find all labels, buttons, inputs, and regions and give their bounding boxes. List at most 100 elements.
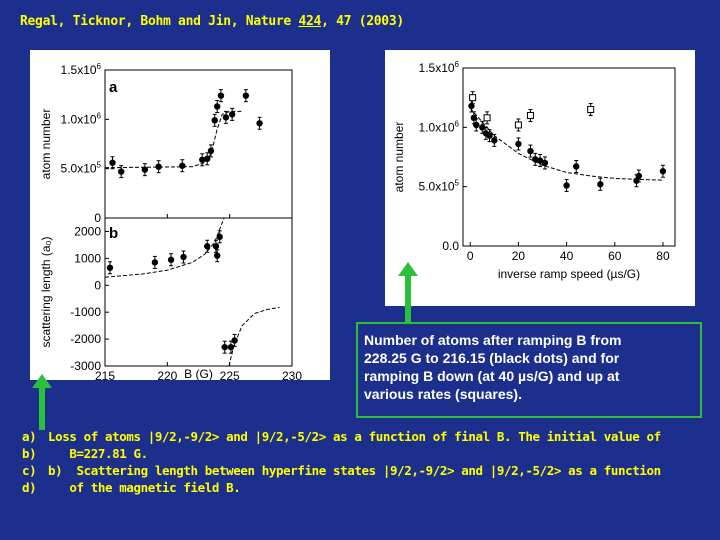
- chart-b-ytick-label: -2000: [70, 332, 101, 346]
- bottom-line: c) b) Scattering length between hyperfine…: [22, 462, 712, 479]
- chart-right-dot: [573, 163, 580, 170]
- chart-a-frame: [104, 69, 293, 219]
- chart-b-ytick-label: 1000: [74, 251, 101, 265]
- caption-line: various rates (squares).: [364, 386, 522, 402]
- chart-right-dot: [659, 168, 667, 175]
- figure-panel-right: 0.0 5.0x105 1.0x106 1.5x106 0 20 40 60 80 inverse…: [385, 50, 695, 306]
- chart-right-square: [469, 94, 477, 102]
- chart-right-dot: [563, 182, 570, 189]
- chart-b-ylabel: scattering length (a₀): [39, 236, 53, 347]
- chart-right-dot: [527, 147, 534, 155]
- chart-b-xtick-label: 230: [282, 369, 302, 380]
- chart-b-ytick-label: 2000: [74, 224, 101, 238]
- chart-right-ytick-label: 1.5x106: [419, 60, 460, 75]
- chart-right-dot: [541, 159, 549, 167]
- chart-a-point: [141, 166, 149, 173]
- chart-right-dot: [536, 157, 544, 164]
- bottom-line-text: Loss of atoms |9/2,-9/2> and |9/2,-5/2> …: [48, 429, 661, 444]
- chart-a-ytick-label: 0: [94, 211, 101, 225]
- chart-b-fit-line: [228, 306, 280, 367]
- caption-box: Number of atoms after ramping B from 228…: [356, 322, 702, 418]
- chart-a-ytick-label: 5.0x105: [61, 161, 102, 176]
- chart-b-xtick-label: 215: [95, 369, 115, 380]
- chart-right-xtick-label: 80: [656, 249, 670, 263]
- bottom-line-text: of the magnetic field B.: [48, 480, 241, 495]
- chart-right-xtick-label: 0: [467, 249, 474, 263]
- bottom-line-label: c): [22, 463, 37, 478]
- chart-b-point: [227, 343, 235, 351]
- chart-b-point: [180, 253, 187, 261]
- chart-right-dot: [473, 121, 480, 129]
- chart-right-dot: [532, 156, 539, 163]
- chart-b-ytick-label: -3000: [70, 359, 101, 373]
- chart-right-ytick-label: 0.0: [442, 239, 459, 253]
- chart-b-point: [221, 343, 228, 351]
- chart-right: 0.0 5.0x105 1.0x106 1.5x106 0 20 40 60 80 inverse…: [392, 60, 676, 281]
- chart-b-xlabel: B (G): [184, 367, 213, 380]
- chart-right-square: [514, 121, 522, 129]
- chart-right-dot: [479, 124, 486, 131]
- bottom-line-label: b): [22, 446, 37, 461]
- chart-a-ytick-label: 1.0x106: [61, 111, 102, 126]
- chart-a-point: [118, 168, 125, 175]
- bottom-caption: a) Loss of atoms |9/2,-9/2> and |9/2,-5/2…: [22, 428, 712, 496]
- chart-a-point: [217, 92, 225, 99]
- chart-right-ylabel: atom number: [392, 122, 406, 193]
- chart-b-ytick-label: 0: [94, 278, 101, 292]
- chart-a-ytick-label: 1.5x106: [61, 62, 102, 77]
- chart-right-square: [483, 114, 491, 122]
- chart-right-dot: [635, 172, 643, 180]
- chart-a-point: [242, 92, 250, 99]
- chart-right-dot: [486, 132, 493, 139]
- chart-b-point: [204, 243, 211, 250]
- bottom-line-label: a): [22, 429, 37, 444]
- chart-b-fit-line: [104, 217, 225, 278]
- chart-a-point: [204, 155, 211, 162]
- chart-right-xtick-label: 20: [512, 249, 526, 263]
- chart-right-frame: [462, 67, 676, 247]
- chart-b-xtick-label: 225: [220, 369, 240, 380]
- caption-line: Number of atoms after ramping B from: [364, 332, 622, 348]
- chart-b-point: [231, 337, 238, 344]
- chart-a-b: ab05.0x1051.0x1061.5x106-3000-2000-10000…: [39, 62, 302, 383]
- chart-b-point: [106, 264, 114, 271]
- chart-a-ylabel: atom number: [39, 109, 53, 180]
- citation: Regal, Ticknor, Bohm and Jin, Nature 424…: [20, 14, 404, 29]
- chart-right-dot: [468, 102, 475, 110]
- chart-right-xtick-label: 40: [560, 249, 574, 263]
- chart-a-point: [109, 159, 116, 166]
- chart-right-dot: [515, 140, 522, 148]
- chart-right-square: [526, 111, 534, 119]
- citation-prefix: Regal, Ticknor, Bohm and Jin, Nature: [20, 14, 299, 29]
- bottom-line-text: B=227.81 G.: [48, 446, 148, 461]
- chart-a-point: [211, 117, 218, 124]
- chart-a-point: [179, 162, 186, 169]
- chart-b-xtick-label: 220: [157, 369, 177, 380]
- chart-b-point: [151, 259, 159, 266]
- chart-right-ytick-label: 5.0x105: [419, 179, 460, 194]
- caption-line: ramping B down (at 40 µs/G) and up at: [364, 368, 620, 384]
- chart-right-xlabel: inverse ramp speed (µs/G): [498, 267, 640, 281]
- arrow-up-left-icon: [32, 374, 52, 430]
- bottom-line: b) B=227.81 G.: [22, 445, 712, 462]
- chart-right-fit-line: [469, 107, 664, 181]
- chart-right-dot: [491, 137, 498, 144]
- arrow-up-right-icon: [398, 262, 418, 326]
- chart-a-point: [256, 120, 263, 127]
- chart-a-point: [207, 147, 215, 155]
- chart-b-frame: [104, 217, 293, 367]
- chart-a-point: [228, 111, 236, 118]
- bottom-line-label: d): [22, 480, 37, 495]
- chart-b-ytick-label: -1000: [70, 305, 101, 319]
- bottom-line-text: b) Scattering length between hyperfine s…: [48, 463, 661, 478]
- chart-b-point: [167, 256, 175, 263]
- caption-line: 228.25 G to 216.15 (black dots) and for: [364, 350, 620, 366]
- chart-a-fit-line: [104, 110, 243, 169]
- citation-suffix: , 47 (2003): [321, 14, 404, 29]
- figure-panel-left: a b 0 5.0x105 1.0x106 1.5x106 -3000 -2000 -1000 0…: [30, 50, 330, 383]
- chart-right-square: [587, 106, 595, 114]
- chart-b-panel-label: b: [109, 225, 118, 242]
- chart-right-xtick-label: 60: [608, 249, 622, 263]
- chart-a-point: [214, 103, 221, 110]
- chart-right-ytick-label: 1.0x106: [419, 119, 460, 134]
